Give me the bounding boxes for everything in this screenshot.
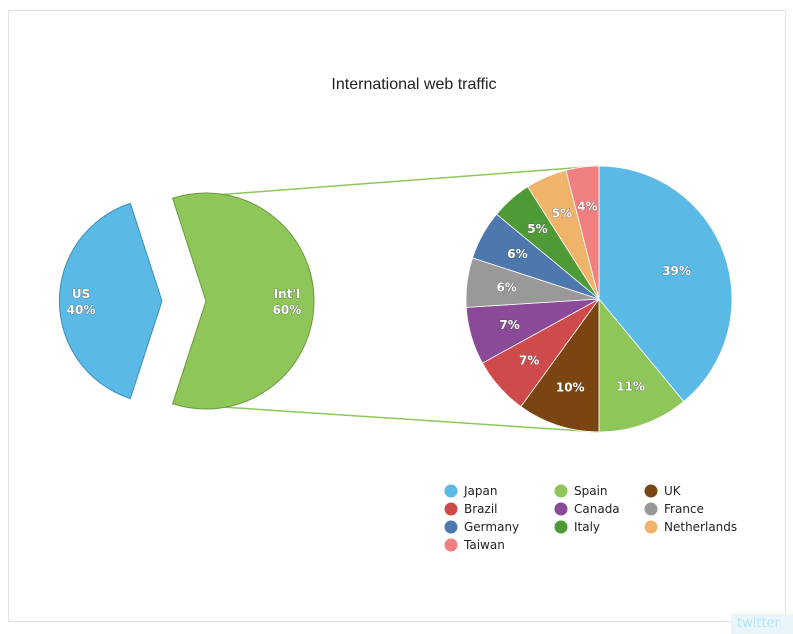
slice-label-canada: 7% [499, 318, 519, 332]
slice-label-us-value: 40% [67, 303, 96, 317]
slice-label-int-l-value: 60% [273, 303, 302, 317]
slice-taiwan [565, 165, 600, 300]
slice-label-japan: 39% [662, 264, 691, 278]
chart-legend: Japan Spain UK Brazil Canada France Germany Ita… [444, 484, 737, 552]
connector-line-bottom [172, 402, 600, 433]
legend-swatch-spain [554, 484, 568, 498]
slice-label-uk: 10% [556, 381, 585, 395]
legend-swatch-netherlands [644, 520, 658, 534]
slice-int-l [171, 192, 315, 410]
legend-label-netherlands: Netherlands [664, 520, 737, 534]
legend-swatch-canada [554, 502, 568, 516]
connector-line-top [172, 165, 600, 200]
legend-label-japan: Japan [463, 484, 497, 498]
legend-swatch-brazil [444, 502, 458, 516]
chart-frame: International web traffic US 40% Int'l 60% … [8, 10, 793, 634]
primary-pie: US 40% Int'l 60% [58, 192, 315, 410]
slice-japan [598, 165, 733, 403]
pie-of-pie-chart: International web traffic US40%Int'l60% … [58, 76, 737, 552]
breakdown-pie: 39%11%10%7%7%6%6%5%5% 4% [465, 165, 733, 433]
slice-label-spain: 11% [616, 380, 645, 394]
slice-label-brazil: 7% [519, 354, 539, 368]
legend-label-canada: Canada [574, 502, 620, 516]
slice-label-germany: 6% [507, 247, 527, 261]
slice-label-italy: 5% [527, 222, 547, 236]
legend-swatch-taiwan [444, 538, 458, 552]
twitter-badge[interactable]: twitter [731, 614, 793, 634]
legend-label-germany: Germany [464, 520, 519, 534]
slice-label-us-name: US [72, 287, 90, 301]
legend-label-italy: Italy [574, 520, 600, 534]
slice-uk [520, 297, 600, 433]
legend-swatch-germany [444, 520, 458, 534]
slice-label-netherlands: 5% [552, 207, 572, 221]
legend-swatch-uk [644, 484, 658, 498]
legend-label-brazil: Brazil [464, 502, 498, 516]
legend-label-taiwan: Taiwan [463, 538, 505, 552]
legend-swatch-japan [444, 484, 458, 498]
legend-label-france: France [664, 502, 704, 516]
slice-label-france: 6% [496, 280, 516, 294]
legend-label-uk: UK [664, 484, 682, 498]
chart-title: International web traffic [331, 76, 496, 93]
slice-label-taiwan: 4% [577, 200, 597, 214]
legend-label-spain: Spain [574, 484, 608, 498]
slice-spain [598, 297, 685, 433]
legend-swatch-italy [554, 520, 568, 534]
slice-label-int-l-name: Int'l [274, 287, 301, 301]
connector-lines [172, 165, 600, 433]
legend-swatch-france [644, 502, 658, 516]
slice-us [58, 202, 163, 400]
